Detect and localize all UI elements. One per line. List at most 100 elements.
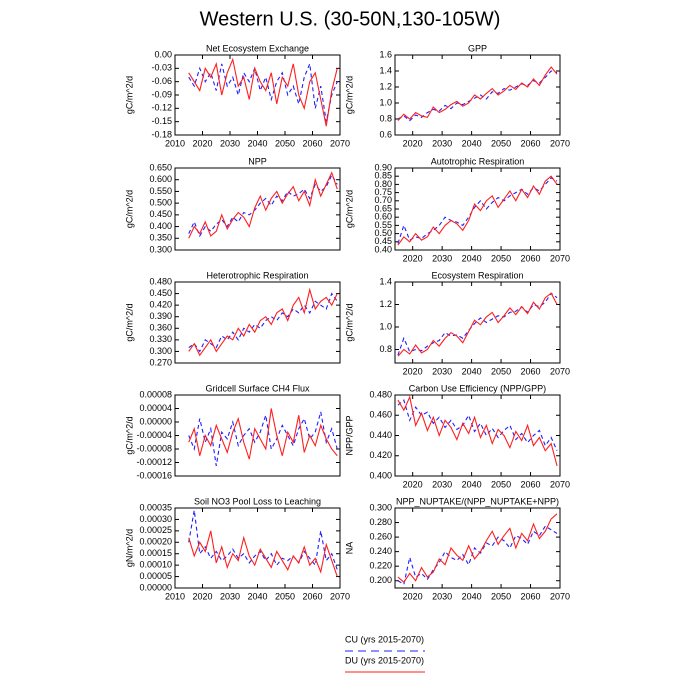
series-line	[188, 171, 338, 239]
x-tick-label: 2010	[165, 591, 185, 601]
y-tick-label: 0.350	[149, 233, 172, 243]
y-tick-label: -0.18	[151, 129, 172, 139]
y-tick-label: 0.240	[369, 546, 392, 556]
y-axis-label: gC/m^2/d	[124, 76, 134, 114]
y-tick-label: 0.45	[374, 236, 392, 246]
legend-label: DU (yrs 2015-2070)	[345, 655, 424, 665]
panel-title: Gridcell Surface CH4 Flux	[205, 383, 310, 393]
x-tick-label: 2050	[275, 591, 295, 601]
y-tick-label: 0.400	[149, 221, 172, 231]
y-axis-label: gC/m^2/d	[344, 76, 354, 114]
series-line	[188, 287, 338, 357]
y-tick-label: 0.8	[379, 113, 392, 123]
x-tick-label: 2050	[275, 138, 295, 148]
series-line	[188, 530, 338, 577]
x-tick-label: 2040	[247, 138, 267, 148]
x-tick-label: 2020	[403, 138, 423, 148]
panel-title: Heterotrophic Respiration	[206, 270, 308, 280]
y-tick-label: 0.280	[369, 517, 392, 527]
panel-title: Net Ecosystem Exchange	[206, 43, 309, 53]
y-tick-label: -0.00012	[136, 457, 172, 467]
x-tick-label: 2040	[462, 253, 482, 263]
y-tick-label: -0.00008	[136, 443, 172, 453]
panel-title: Ecosystem Respiration	[431, 270, 523, 280]
y-tick-label: 0.450	[149, 209, 172, 219]
legend-label: CU (yrs 2015-2070)	[345, 634, 424, 644]
y-tick-label: -0.12	[151, 103, 172, 113]
y-tick-label: 0.70	[374, 195, 392, 205]
y-tick-label: 0.450	[149, 288, 172, 298]
x-tick-label: 2050	[491, 479, 511, 489]
series-line	[188, 411, 338, 466]
plot-frame	[394, 54, 561, 136]
y-tick-label: 0.500	[149, 198, 172, 208]
y-tick-label: -0.09	[151, 89, 172, 99]
x-tick-label: 2010	[165, 138, 185, 148]
y-tick-label: 1.0	[379, 97, 392, 107]
x-tick-label: 2060	[302, 591, 322, 601]
y-tick-label: 0.650	[149, 162, 172, 172]
x-tick-label: 2070	[330, 591, 350, 601]
y-tick-label: 1.2	[379, 81, 392, 91]
y-tick-label: 0.300	[369, 502, 392, 512]
y-tick-label: 0.600	[149, 174, 172, 184]
plot-frame	[394, 281, 561, 364]
y-tick-label: 1.4	[379, 65, 392, 75]
panel-title: GPP	[468, 43, 487, 53]
plot-frame	[174, 394, 341, 477]
y-tick-label: 0.00010	[139, 560, 172, 570]
series-line	[188, 292, 338, 353]
series-line	[188, 61, 338, 122]
y-tick-label: 0.00004	[139, 403, 172, 413]
y-axis-label: gC/m^2/d	[124, 190, 134, 228]
y-tick-label: 0.480	[369, 389, 392, 399]
y-tick-label: 0.270	[149, 357, 172, 367]
y-tick-label: 0.550	[149, 186, 172, 196]
y-tick-label: -0.00004	[136, 430, 172, 440]
y-tick-label: 0.00020	[139, 537, 172, 547]
x-tick-label: 2020	[192, 138, 212, 148]
y-tick-label: 0.00	[154, 49, 172, 59]
y-tick-label: 0.300	[149, 244, 172, 254]
x-tick-label: 2040	[462, 479, 482, 489]
y-tick-label: 0.420	[149, 300, 172, 310]
panel-title: NPP	[248, 156, 267, 166]
y-tick-label: 0.8	[379, 344, 392, 354]
y-tick-label: 0.460	[369, 410, 392, 420]
figure-title: Western U.S. (30-50N,130-105W)	[200, 8, 501, 30]
y-tick-label: 0.00000	[139, 582, 172, 592]
y-tick-label: 1.4	[379, 276, 392, 286]
y-tick-label: 0.00008	[139, 389, 172, 399]
y-tick-label: 0.00015	[139, 548, 172, 558]
x-tick-label: 2060	[521, 366, 541, 376]
x-tick-label: 2070	[550, 591, 570, 601]
x-tick-label: 2020	[192, 591, 212, 601]
y-tick-label: 0.75	[374, 187, 392, 197]
x-tick-label: 2030	[432, 591, 452, 601]
y-tick-label: 0.420	[369, 450, 392, 460]
y-tick-label: 0.85	[374, 171, 392, 181]
y-axis-label: NPP/GPP	[344, 415, 354, 455]
y-tick-label: -0.15	[151, 116, 172, 126]
x-tick-label: 2070	[550, 138, 570, 148]
x-tick-label: 2030	[432, 479, 452, 489]
panel-title: Autotrophic Respiration	[431, 156, 525, 166]
x-tick-label: 2040	[462, 138, 482, 148]
x-tick-label: 2060	[521, 479, 541, 489]
series-line	[397, 175, 558, 246]
y-tick-label: 0.300	[149, 346, 172, 356]
x-tick-label: 2070	[550, 479, 570, 489]
y-tick-label: 0.00030	[139, 514, 172, 524]
y-axis-label: NA	[344, 542, 354, 555]
y-tick-label: 0.220	[369, 561, 392, 571]
x-tick-label: 2050	[491, 253, 511, 263]
y-tick-label: 0.55	[374, 220, 392, 230]
x-tick-label: 2060	[521, 138, 541, 148]
x-tick-label: 2030	[432, 366, 452, 376]
y-tick-label: 0.00005	[139, 571, 172, 581]
y-tick-label: 0.390	[149, 311, 172, 321]
x-tick-label: 2020	[403, 591, 423, 601]
y-axis-label: gC/m^2/d	[124, 416, 134, 454]
x-tick-label: 2060	[521, 591, 541, 601]
